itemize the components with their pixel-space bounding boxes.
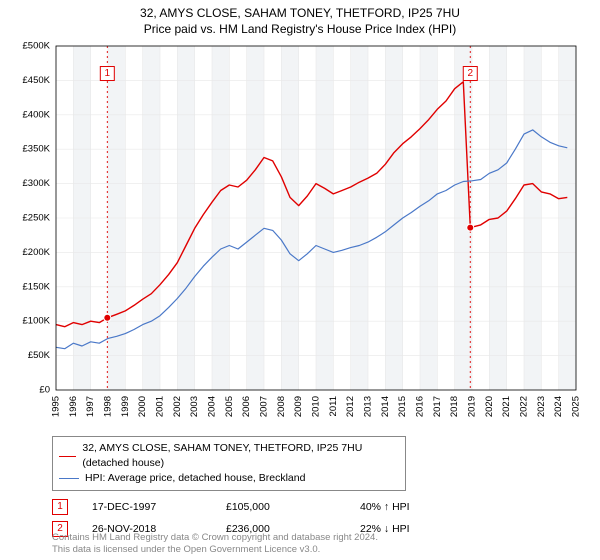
legend-label: HPI: Average price, detached house, Brec…	[85, 471, 305, 486]
legend-swatch	[59, 478, 79, 479]
svg-text:2012: 2012	[345, 396, 356, 417]
svg-text:2023: 2023	[536, 396, 547, 417]
legend-swatch	[59, 456, 76, 457]
svg-text:£150K: £150K	[23, 281, 51, 292]
svg-text:2: 2	[467, 68, 473, 79]
table-cell-delta: 40% ↑ HPI	[360, 501, 470, 513]
svg-text:1996: 1996	[68, 396, 79, 417]
svg-text:1998: 1998	[103, 396, 114, 417]
svg-text:2019: 2019	[467, 396, 478, 417]
svg-text:2021: 2021	[501, 396, 512, 417]
svg-text:£100K: £100K	[23, 316, 51, 327]
svg-text:2007: 2007	[259, 396, 270, 417]
chart-container: { "titles": { "line1": "32, AMYS CLOSE, …	[0, 0, 600, 560]
legend-label: 32, AMYS CLOSE, SAHAM TONEY, THETFORD, I…	[82, 441, 399, 471]
svg-text:2020: 2020	[484, 396, 495, 417]
chart-title-desc: Price paid vs. HM Land Registry's House …	[0, 22, 600, 36]
svg-text:1999: 1999	[120, 396, 131, 417]
svg-text:2014: 2014	[380, 396, 391, 417]
svg-text:2004: 2004	[207, 396, 218, 417]
chart-title-address: 32, AMYS CLOSE, SAHAM TONEY, THETFORD, I…	[0, 6, 600, 20]
line-chart: £0£50K£100K£150K£200K£250K£300K£350K£400…	[52, 44, 580, 424]
svg-text:2018: 2018	[449, 396, 460, 417]
svg-text:£200K: £200K	[23, 247, 51, 258]
legend-and-table: 32, AMYS CLOSE, SAHAM TONEY, THETFORD, I…	[52, 436, 580, 543]
svg-text:£350K: £350K	[23, 144, 51, 155]
svg-text:2002: 2002	[172, 396, 183, 417]
svg-text:2003: 2003	[189, 396, 200, 417]
svg-text:1997: 1997	[85, 396, 96, 417]
svg-text:1995: 1995	[51, 396, 62, 417]
legend-row: HPI: Average price, detached house, Brec…	[59, 471, 399, 486]
footer-line: Contains HM Land Registry data © Crown c…	[52, 532, 378, 544]
svg-text:2013: 2013	[363, 396, 374, 417]
svg-text:2000: 2000	[137, 396, 148, 417]
svg-text:2008: 2008	[276, 396, 287, 417]
svg-text:2001: 2001	[155, 396, 166, 417]
svg-text:2024: 2024	[553, 396, 564, 417]
footer-line: This data is licensed under the Open Gov…	[52, 544, 378, 556]
svg-text:£250K: £250K	[23, 213, 51, 224]
svg-text:£450K: £450K	[23, 75, 51, 86]
svg-text:2022: 2022	[519, 396, 530, 417]
chart-titles: 32, AMYS CLOSE, SAHAM TONEY, THETFORD, I…	[0, 0, 600, 36]
legend-box: 32, AMYS CLOSE, SAHAM TONEY, THETFORD, I…	[52, 436, 406, 491]
svg-text:2016: 2016	[415, 396, 426, 417]
svg-text:£0: £0	[39, 385, 50, 396]
table-row: 1 17-DEC-1997 £105,000 40% ↑ HPI	[52, 499, 580, 515]
svg-text:£400K: £400K	[23, 109, 51, 120]
svg-text:£500K: £500K	[23, 41, 51, 52]
table-cell-price: £105,000	[226, 501, 336, 513]
footer-attribution: Contains HM Land Registry data © Crown c…	[52, 532, 378, 556]
svg-text:2005: 2005	[224, 396, 235, 417]
svg-text:2015: 2015	[397, 396, 408, 417]
svg-text:2006: 2006	[241, 396, 252, 417]
svg-text:2009: 2009	[293, 396, 304, 417]
svg-text:2011: 2011	[328, 396, 339, 416]
table-cell-date: 17-DEC-1997	[92, 501, 202, 513]
legend-row: 32, AMYS CLOSE, SAHAM TONEY, THETFORD, I…	[59, 441, 399, 471]
marker-badge: 1	[52, 499, 68, 515]
svg-text:2025: 2025	[571, 396, 582, 417]
svg-text:1: 1	[105, 68, 111, 79]
svg-text:2017: 2017	[432, 396, 443, 417]
svg-text:£300K: £300K	[23, 178, 51, 189]
svg-text:£50K: £50K	[28, 350, 51, 361]
svg-text:2010: 2010	[311, 396, 322, 417]
